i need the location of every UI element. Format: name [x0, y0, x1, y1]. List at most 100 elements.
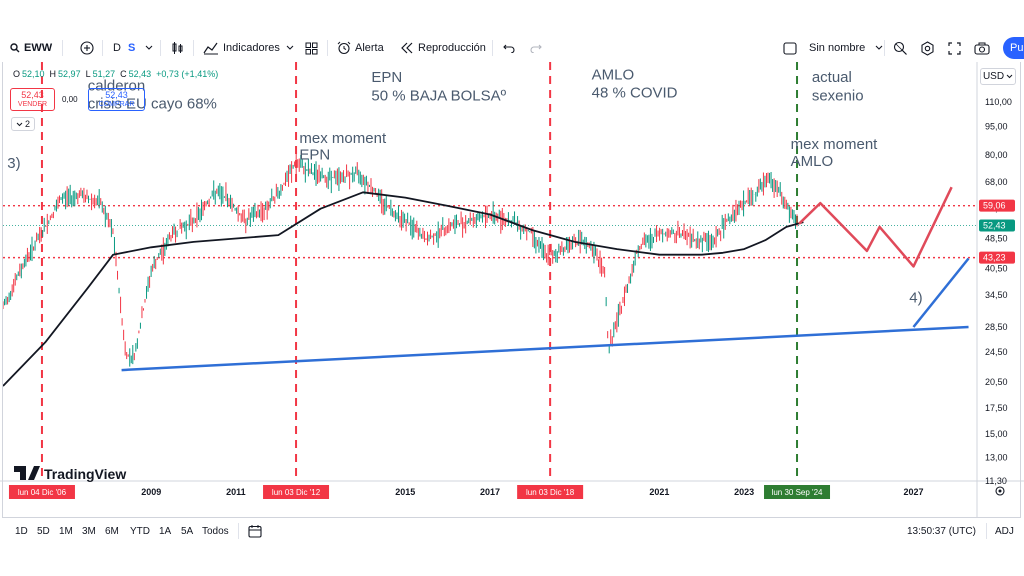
quick-search-button[interactable]: [893, 34, 908, 62]
y-tick-label: 13,00: [985, 453, 1008, 463]
alarm-icon: [337, 41, 351, 55]
vertical-marker-label: lun 03 Dic '18: [526, 488, 575, 497]
x-tick-label: 2011: [226, 487, 246, 497]
bottom-toolbar: 1D 5D 1M 3M 6M YTD 1A 5A Todos 13:50:37 …: [0, 518, 1024, 546]
legend-open: 52,10: [22, 69, 45, 79]
alert-button[interactable]: Alerta: [337, 34, 384, 62]
redo-button[interactable]: [530, 34, 542, 62]
compare-symbol-button[interactable]: [80, 34, 94, 62]
axis-settings-icon: [995, 486, 1005, 496]
axis-settings-dot: [998, 489, 1002, 493]
indicators-dropdown[interactable]: [286, 34, 294, 62]
publish-label: Pub: [1010, 42, 1024, 54]
settings-button[interactable]: [920, 34, 935, 62]
undo-button[interactable]: [503, 34, 515, 62]
templates-button[interactable]: [305, 34, 318, 62]
range-1a[interactable]: 1A: [159, 526, 172, 537]
chart-annotation: 4): [909, 290, 922, 307]
currency-label: USD: [982, 71, 1005, 82]
layout-button[interactable]: Sin nombre: [783, 34, 883, 62]
chart-annotation: 50 % BAJA BOLSAº: [371, 88, 506, 105]
interval-dropdown[interactable]: [145, 34, 153, 62]
chart-annotation: mex moment: [791, 136, 879, 153]
vertical-marker-tag: [263, 485, 330, 499]
chevron-down-icon: [16, 122, 23, 126]
collapse-count: 2: [24, 119, 30, 129]
range-5d[interactable]: 5D: [37, 526, 50, 537]
camera-icon: [974, 42, 990, 55]
legend-low-label: L: [85, 69, 91, 79]
snapshot-button[interactable]: [974, 34, 990, 62]
chevron-down-icon: [1006, 74, 1013, 79]
y-tick-label: 24,50: [985, 347, 1008, 357]
axis-settings-ring: [995, 486, 1005, 496]
range-ytd[interactable]: YTD: [130, 526, 150, 537]
tradingview-logo-icon: [14, 466, 40, 480]
lens-icon: [893, 41, 907, 55]
calendar-range-icon[interactable]: [248, 524, 262, 538]
replay-button[interactable]: Reproducción: [400, 34, 486, 62]
publish-button[interactable]: Pub: [1003, 37, 1024, 59]
range-5a[interactable]: 5A: [181, 526, 194, 537]
price-candles: [2, 153, 798, 367]
buy-button[interactable]: 52,43 COMPRAR: [88, 88, 145, 111]
support-trend-line: [121, 325, 969, 372]
fullscreen-button[interactable]: [948, 34, 961, 62]
last-price-label: 52,43: [983, 221, 1006, 231]
chart-annotation: EPN: [371, 69, 402, 86]
moving-average-line: [2, 191, 804, 387]
price-chart[interactable]: 130,00110,0095,0080,0068,0058,0048,5040,…: [0, 62, 1024, 518]
vertical-marker-tag: [517, 485, 584, 499]
y-tick-label: 48,50: [985, 233, 1008, 243]
x-tick-label: 2021: [649, 487, 669, 497]
ohlc-legend: O 52,10 H 52,97 L 51,27 C 52,43 +0,73 (+1,41…: [13, 69, 218, 79]
y-tick-label: 15,00: [985, 429, 1008, 439]
interval-s-button[interactable]: S: [128, 34, 135, 62]
undo-icon: [503, 44, 515, 53]
vertical-marker-label: lun 03 Dic '12: [272, 488, 321, 497]
clock-time[interactable]: 13:50:37 (UTC): [907, 526, 976, 537]
chart-annotation: actual: [812, 69, 852, 86]
x-tick-label: 2027: [903, 487, 923, 497]
y-tick-label: 95,00: [985, 122, 1008, 132]
range-3m[interactable]: 3M: [82, 526, 96, 537]
last-price-tag: [979, 219, 1015, 232]
chart-annotation: mex moment: [299, 130, 387, 147]
y-tick-label: 28,50: [985, 322, 1008, 332]
interval-button[interactable]: D: [113, 34, 121, 62]
layout-name-label: Sin nombre: [809, 42, 866, 54]
currency-selector[interactable]: USD: [980, 68, 1016, 85]
indicators-collapse-button[interactable]: 2: [11, 117, 35, 131]
layout-icon: [783, 41, 797, 55]
x-tick-label: 2023: [734, 487, 754, 497]
range-6m[interactable]: 6M: [105, 526, 119, 537]
indicators-button[interactable]: Indicadores: [203, 34, 280, 62]
chart-type-button[interactable]: [170, 34, 184, 62]
range-1d[interactable]: 1D: [15, 526, 28, 537]
legend-close-label: C: [120, 69, 127, 79]
chart-annotation: crisis EU cayo 68%: [88, 95, 217, 112]
redo-icon: [530, 44, 542, 53]
chart-annotation: sexenio: [812, 88, 864, 105]
chart-annotation: 3): [7, 155, 20, 172]
range-all[interactable]: Todos: [202, 526, 229, 537]
fullscreen-icon: [948, 41, 961, 55]
y-tick-label: 68,00: [985, 177, 1008, 187]
gear-icon: [921, 40, 934, 56]
legend-high: 52,97: [58, 69, 81, 79]
chart-annotation: EPN: [299, 146, 330, 163]
y-tick-label: 80,00: [985, 150, 1008, 160]
chart-annotation: 48 % COVID: [592, 85, 678, 102]
top-toolbar: EWW D S Indicadores Alerta Reproducción: [0, 34, 1024, 62]
symbol-search-button[interactable]: EWW: [10, 34, 52, 62]
interval-label: D: [113, 42, 121, 54]
sell-button[interactable]: 52,43 VENDER: [10, 88, 55, 111]
range-1m[interactable]: 1M: [59, 526, 73, 537]
sell-price: 52,43: [21, 90, 44, 100]
buy-label: COMPRAR: [98, 101, 135, 108]
legend-change: +0,73 (+1,41%): [156, 69, 219, 79]
legend-high-label: H: [49, 69, 57, 79]
spread-value: 0,00: [62, 95, 78, 104]
vertical-marker-label: lun 30 Sep '24: [772, 488, 823, 497]
adj-toggle[interactable]: ADJ: [995, 526, 1014, 537]
